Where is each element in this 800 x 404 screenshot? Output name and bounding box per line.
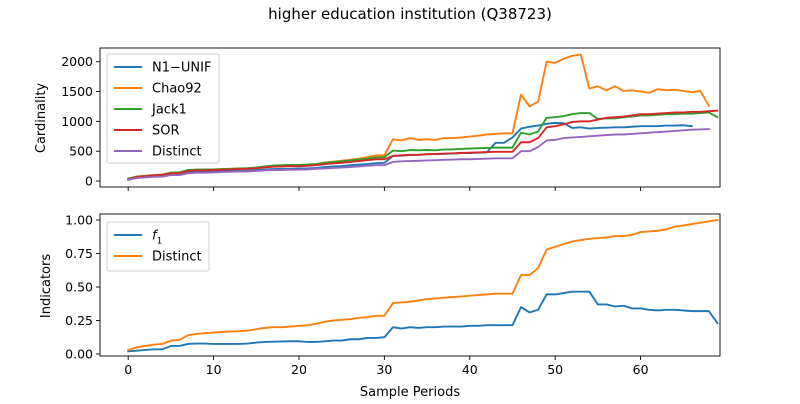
indicators-x-tick-label: 50: [547, 362, 563, 377]
indicators-y-ticks: 0.00 0.25 0.50 0.75 1.00: [65, 213, 100, 361]
cardinality-legend: N1−UNIF Chao92 Jack1 SOR Distinct: [106, 53, 220, 164]
cardinality-legend-label-sor: SOR: [152, 124, 180, 139]
indicators-legend-label-f1: f1: [152, 229, 162, 247]
cardinality-x-ticks: [127, 187, 642, 191]
cardinality-legend-label-distinct: Distinct: [152, 145, 202, 160]
cardinality-y-axis-label: Cardinality: [34, 83, 49, 154]
cardinality-legend-box: [106, 53, 220, 164]
indicators-axes-frame: [99, 213, 721, 357]
indicators-y-tick-label: 0.50: [65, 280, 93, 295]
figure-title: higher education institution (Q38723): [268, 5, 552, 23]
indicators-y-tick-label: 0.25: [65, 313, 93, 328]
cardinality-series-line-sor: [127, 109, 719, 181]
indicators-x-tick-label: 10: [206, 362, 222, 377]
indicators-y-tick-label: 1.00: [65, 213, 93, 228]
cardinality-legend-label-jack1: Jack1: [151, 103, 187, 118]
indicators-x-ticks: 0 10 20 30 40 50 60: [124, 356, 649, 377]
indicators-plot-area: [126, 218, 719, 353]
cardinality-y-tick-label: 2000: [61, 54, 93, 69]
indicators-legend-label-distinct: Distinct: [152, 250, 202, 265]
indicators-x-tick-label: 40: [462, 362, 478, 377]
indicators-series-line-f1: [127, 290, 719, 353]
indicators-x-tick-label: 20: [291, 362, 307, 377]
cardinality-plot-area: [127, 53, 719, 181]
indicators-x-tick-label: 30: [376, 362, 392, 377]
cardinality-y-ticks: 0 500 1000 1500 2000: [61, 54, 100, 189]
cardinality-legend-label-n1-unif: N1−UNIF: [152, 61, 211, 76]
indicators-y-axis-label: Indicators: [39, 254, 54, 318]
indicators-series-line-distinct: [126, 218, 719, 352]
cardinality-axes-frame: [99, 47, 721, 188]
indicators-panel: 0 10 20 30 40 50 60 0.00 0.25 0.50 0.75 1.00 Indic…: [39, 213, 721, 400]
cardinality-y-tick-label: 1500: [61, 84, 93, 99]
indicators-x-tick-label: 60: [633, 362, 649, 377]
indicators-x-tick-label: 0: [124, 362, 132, 377]
cardinality-y-tick-label: 500: [69, 144, 93, 159]
indicators-x-axis-label: Sample Periods: [360, 385, 460, 400]
cardinality-y-tick-label: 1000: [61, 114, 93, 129]
cardinality-series-line-distinct: [127, 128, 710, 181]
indicators-y-tick-label: 0.75: [65, 246, 93, 261]
cardinality-panel: 0 500 1000 1500 2000 Cardinality N1−UNIF Chao…: [34, 47, 721, 191]
cardinality-legend-label-chao92: Chao92: [152, 82, 202, 97]
indicators-y-tick-label: 0.00: [65, 346, 93, 361]
cardinality-y-tick-label: 0: [85, 174, 93, 189]
indicators-legend: f1 Distinct: [106, 221, 210, 272]
